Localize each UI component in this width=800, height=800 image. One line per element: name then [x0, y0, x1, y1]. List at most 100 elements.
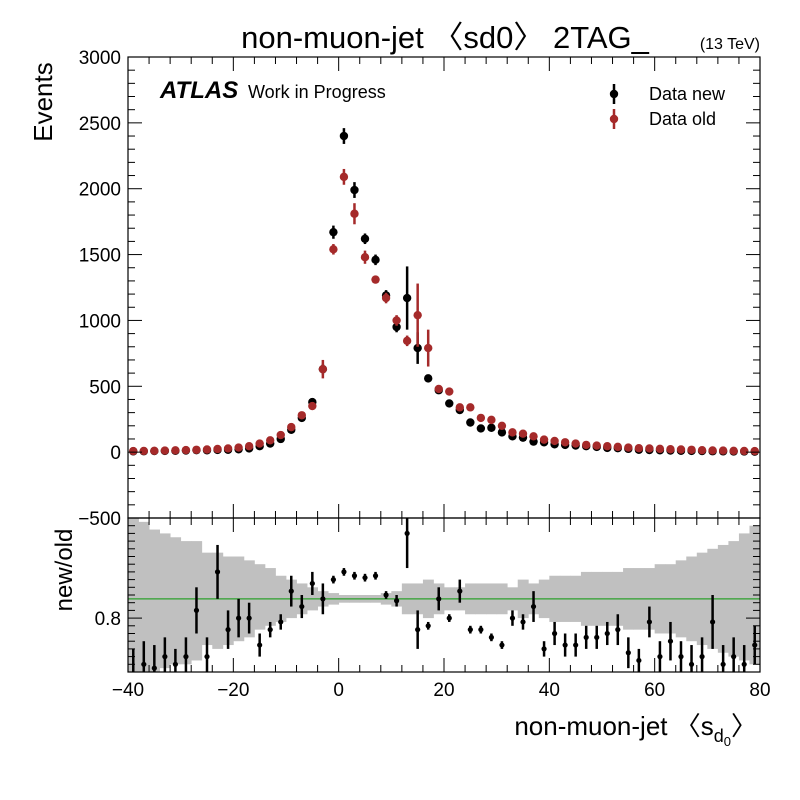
ratio-point	[162, 654, 168, 660]
x-tick-label: 0	[333, 680, 344, 701]
data-point	[592, 441, 601, 450]
data-point	[318, 364, 328, 374]
data-point	[287, 422, 296, 432]
data-point	[697, 445, 707, 455]
data-point	[339, 131, 349, 141]
data-point	[350, 209, 359, 218]
ratio-point	[278, 619, 284, 625]
ratio-point	[467, 627, 473, 633]
y-tick-label: 2000	[79, 180, 121, 201]
ratio-point	[752, 642, 758, 648]
data-point	[192, 445, 201, 454]
ratio-point	[257, 642, 263, 648]
ratio-point	[415, 627, 421, 633]
data-point	[634, 443, 644, 453]
data-point	[624, 443, 633, 452]
ratio-point	[478, 627, 484, 633]
axis-ticks	[127, 56, 761, 673]
data-point	[371, 255, 380, 265]
y-tick-label: 1000	[79, 311, 121, 332]
data-point	[676, 445, 686, 454]
data-point	[371, 275, 380, 284]
ratio-point	[320, 596, 326, 602]
data-point	[487, 423, 496, 432]
data-point	[560, 438, 570, 447]
ratio-point	[236, 615, 242, 621]
y-tick-label: 3000	[79, 48, 121, 69]
data-point	[255, 439, 264, 448]
data-point	[613, 442, 622, 452]
ratio-point	[488, 634, 494, 640]
data-point	[413, 343, 422, 353]
ratio-point	[425, 623, 431, 629]
data-point	[497, 421, 507, 430]
chart-title: non-muon-jet 〈sd0〉 2TAG_	[241, 20, 650, 55]
legend: Data new Data old	[609, 84, 726, 129]
data-point	[687, 445, 696, 454]
ratio-point	[151, 665, 157, 671]
ratio-band-bin	[212, 552, 224, 649]
ratio-point	[372, 573, 379, 579]
ratio-point	[541, 646, 547, 652]
ratio-point	[193, 607, 200, 614]
ratio-point	[667, 638, 674, 644]
data-point	[466, 403, 475, 412]
data-point	[655, 444, 665, 454]
data-point	[392, 322, 401, 332]
ratio-band-bin	[254, 564, 266, 630]
y-tick-label: 500	[89, 377, 121, 398]
data-point	[413, 310, 422, 320]
data-point	[139, 446, 148, 456]
ratio-y-axis-label: new/old	[51, 529, 78, 612]
data-point	[171, 446, 180, 455]
series-data-new	[129, 128, 759, 456]
data-point	[329, 227, 338, 237]
data-point	[645, 444, 654, 453]
ratio-point	[436, 596, 442, 602]
ratio-band-bin	[138, 521, 150, 672]
data-point	[297, 411, 306, 420]
data-point	[276, 430, 285, 440]
x-tick-label: 40	[539, 680, 560, 701]
data-point	[539, 435, 549, 444]
data-point	[708, 446, 717, 455]
ratio-point	[446, 615, 452, 621]
data-point	[350, 185, 359, 195]
ratio-point	[499, 642, 505, 648]
ratio-point	[330, 577, 336, 583]
ratio-point	[394, 598, 400, 604]
ratio-point	[699, 654, 705, 660]
data-point	[223, 444, 233, 453]
ratio-point	[225, 627, 231, 633]
ratio-point	[141, 661, 147, 667]
ratio-point	[710, 619, 716, 625]
ratio-point	[362, 575, 368, 581]
ratio-point	[509, 615, 516, 621]
y-tick-label: −500	[78, 509, 121, 530]
ratio-band-bin	[180, 541, 192, 665]
ratio-point	[183, 654, 189, 660]
ratio-band-bin	[159, 533, 171, 669]
ratio-y-tick-label: 0.8	[95, 609, 121, 630]
data-point	[402, 336, 412, 346]
ratio-point	[246, 615, 252, 621]
ratio-point	[457, 588, 463, 594]
x-tick-label: 60	[644, 680, 665, 701]
data-point	[392, 316, 401, 325]
data-point	[476, 424, 486, 433]
ratio-point	[172, 661, 178, 667]
data-point	[718, 446, 728, 455]
ratio-point	[404, 530, 410, 537]
main-data-points	[129, 128, 759, 456]
ratio-point	[204, 654, 210, 660]
legend-label-data-new: Data new	[649, 84, 726, 104]
data-point	[213, 444, 222, 454]
x-tick-label: 20	[433, 680, 454, 701]
ratio-band-bin	[149, 529, 160, 672]
data-point	[550, 436, 559, 446]
ratio-uncertainty-band	[128, 518, 761, 672]
ratio-point	[678, 654, 684, 660]
data-point	[244, 442, 254, 451]
x-tick-label: 80	[749, 680, 770, 701]
data-point	[150, 446, 159, 456]
